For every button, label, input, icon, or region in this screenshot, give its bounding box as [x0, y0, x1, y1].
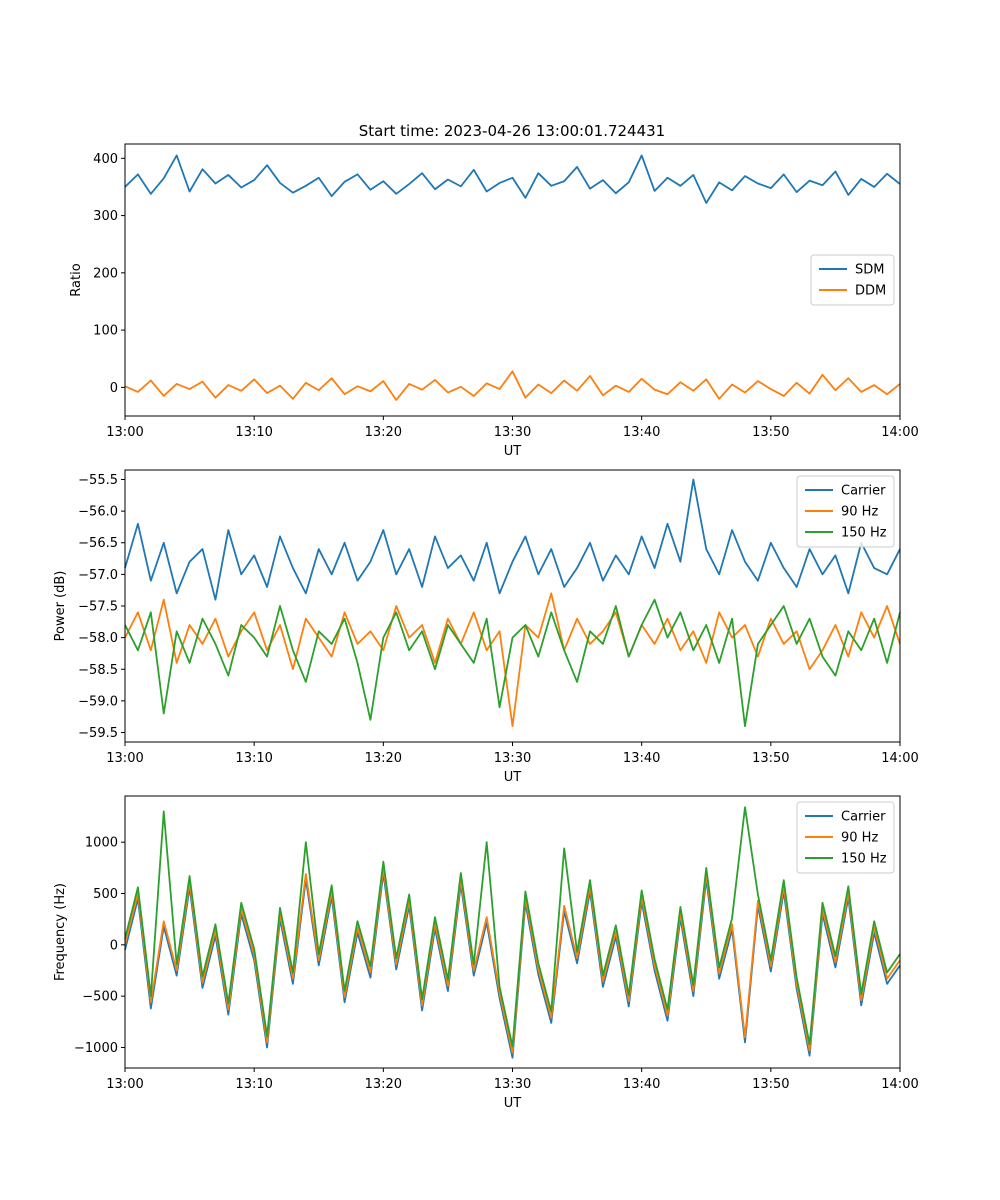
x-tick-label: 13:20 — [365, 425, 402, 440]
y-tick-label: 0 — [110, 381, 118, 396]
legend-entry-label: SDM — [855, 263, 884, 278]
x-tick-label: 13:30 — [494, 425, 531, 440]
y-axis-label: Frequency (Hz) — [53, 883, 68, 981]
y-tick-label: −57.5 — [78, 600, 118, 615]
x-axis-label: UT — [504, 444, 522, 459]
x-tick-label: 13:20 — [365, 1077, 402, 1092]
x-tick-label: 13:30 — [494, 751, 531, 766]
legend-box — [810, 254, 895, 306]
series-line-carrier — [124, 478, 901, 601]
x-tick-label: 13:50 — [752, 425, 789, 440]
y-tick-label: −56.5 — [78, 536, 118, 551]
legend-entry-label: DDM — [855, 284, 886, 299]
chart-panel-3: 13:00 13:10 13:20 13:30 13:40 13:50 14:00 −1000… — [53, 795, 919, 1111]
y-tick-label: −55.5 — [78, 473, 118, 488]
legend-entry-label: Carrier — [841, 484, 886, 499]
legend-entry-label: 90 Hz — [841, 831, 878, 846]
y-tick-label: −59.5 — [78, 726, 118, 741]
y-tick-label: 200 — [93, 266, 118, 281]
y-axis-label: Ratio — [69, 263, 84, 296]
x-tick-label: 13:30 — [494, 1077, 531, 1092]
y-axis-label: Power (dB) — [53, 571, 68, 642]
x-tick-label: 13:40 — [623, 425, 660, 440]
y-tick-label: 0 — [110, 938, 118, 953]
chart-panel-2: 13:00 13:10 13:20 13:30 13:40 13:50 14:00 −55.5… — [53, 469, 919, 785]
x-tick-label: 13:10 — [235, 1077, 272, 1092]
y-tick-label: 400 — [93, 152, 118, 167]
legend-entry-label: Carrier — [841, 810, 886, 825]
x-tick-label: 13:50 — [752, 1077, 789, 1092]
y-tick-label: −57.0 — [78, 568, 118, 583]
legend: Carrier 90 Hz 150 Hz — [796, 801, 895, 874]
x-tick-label: 13:50 — [752, 751, 789, 766]
x-tick-label: 13:10 — [235, 751, 272, 766]
x-tick-label: 13:00 — [106, 425, 143, 440]
y-tick-label: 100 — [93, 324, 118, 339]
y-tick-label: −58.0 — [78, 631, 118, 646]
series-line-150-hz — [124, 598, 901, 728]
legend: Carrier 90 Hz 150 Hz — [796, 475, 895, 548]
x-tick-label: 13:00 — [106, 751, 143, 766]
y-tick-label: −59.0 — [78, 694, 118, 709]
chart-panel-1: 13:00 13:10 13:20 13:30 13:40 13:50 14:00 0 100 2… — [69, 143, 919, 459]
x-axis-label: UT — [504, 770, 522, 785]
legend-entry-label: 150 Hz — [841, 526, 887, 541]
legend: SDM DDM — [810, 254, 895, 306]
x-axis-label: UT — [504, 1096, 522, 1111]
y-tick-label: −500 — [82, 990, 118, 1005]
legend-box — [796, 475, 895, 548]
x-tick-label: 14:00 — [881, 1077, 918, 1092]
series-line-90-hz — [124, 592, 901, 728]
y-tick-label: 300 — [93, 209, 118, 224]
series-line-sdm — [124, 154, 901, 204]
legend-entry-label: 150 Hz — [841, 852, 887, 867]
x-tick-label: 13:10 — [235, 425, 272, 440]
series-line-150-hz — [124, 806, 901, 1048]
series-line-90-hz — [124, 866, 901, 1054]
legend-box — [796, 801, 895, 874]
y-tick-label: −58.5 — [78, 663, 118, 678]
x-tick-label: 14:00 — [881, 425, 918, 440]
y-tick-label: −1000 — [74, 1041, 118, 1056]
x-tick-label: 13:00 — [106, 1077, 143, 1092]
y-tick-label: 1000 — [85, 836, 118, 851]
x-tick-label: 14:00 — [881, 751, 918, 766]
series-line-ddm — [124, 370, 901, 401]
y-tick-label: 500 — [93, 887, 118, 902]
figure-title: Start time: 2023-04-26 13:00:01.724431 — [359, 122, 665, 140]
legend-entry-label: 90 Hz — [841, 505, 878, 520]
x-tick-label: 13:40 — [623, 751, 660, 766]
x-tick-label: 13:40 — [623, 1077, 660, 1092]
x-tick-label: 13:20 — [365, 751, 402, 766]
y-tick-label: −56.0 — [78, 505, 118, 520]
